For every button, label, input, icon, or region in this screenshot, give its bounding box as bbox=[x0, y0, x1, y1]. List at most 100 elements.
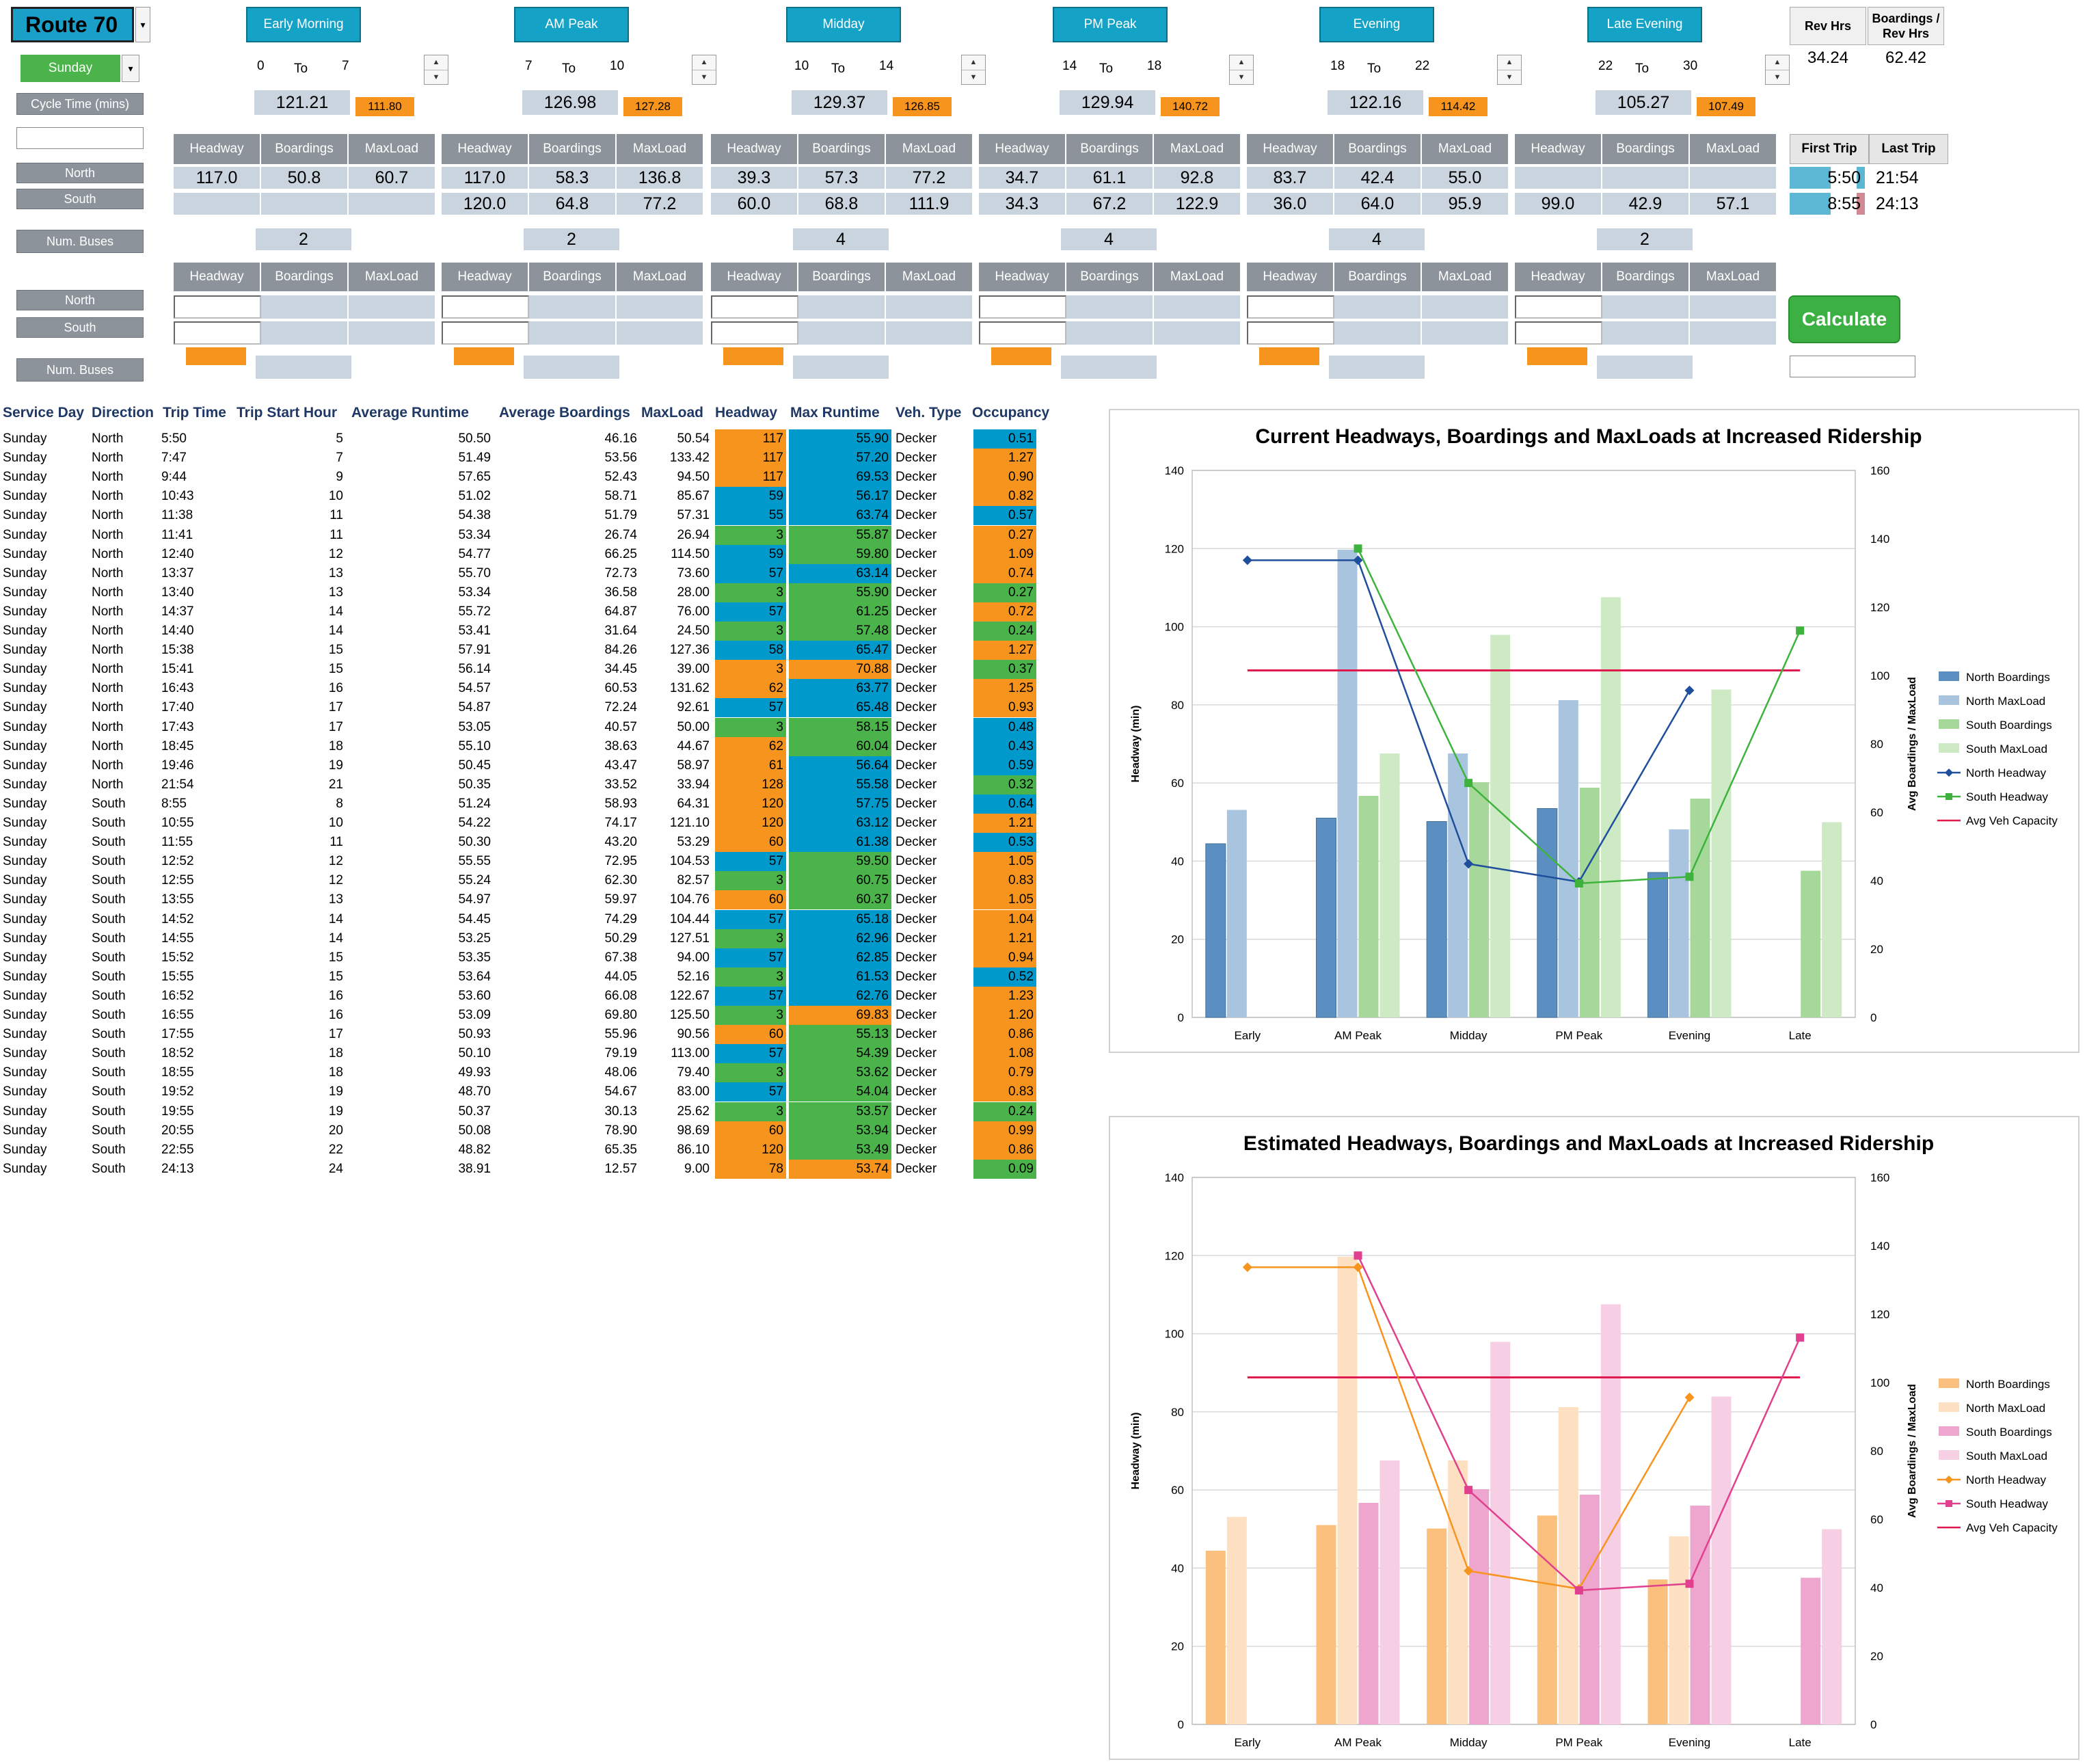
headway-line bbox=[1247, 1266, 1691, 1590]
period-header-0[interactable]: Early Morning bbox=[246, 7, 361, 42]
period-from-5[interactable]: 22 bbox=[1598, 59, 1613, 73]
table-cell: 3 bbox=[715, 967, 786, 987]
north-headway-input-5[interactable] bbox=[1515, 295, 1602, 319]
spin-up-icon[interactable]: ▲ bbox=[1230, 55, 1253, 70]
period-header-3[interactable]: PM Peak bbox=[1053, 7, 1168, 42]
table-cell: North bbox=[92, 546, 124, 561]
spin-down-icon[interactable]: ▼ bbox=[1773, 72, 1781, 81]
period-from-2[interactable]: 10 bbox=[794, 59, 809, 73]
spin-up-icon[interactable]: ▲ bbox=[692, 55, 716, 70]
north-headway-input-3[interactable] bbox=[979, 295, 1066, 319]
table-cell: 72.95 bbox=[604, 854, 637, 869]
table-cell: 15 bbox=[328, 950, 343, 965]
spin-up-icon[interactable]: ▲ bbox=[962, 55, 985, 70]
period-to-4[interactable]: 22 bbox=[1415, 59, 1430, 73]
period-header-1[interactable]: AM Peak bbox=[514, 7, 629, 42]
table-cell: 53.94 bbox=[789, 1121, 891, 1140]
table-cell: Decker bbox=[896, 969, 937, 984]
period-spinner-3[interactable]: ▲ ▼ bbox=[1229, 55, 1254, 85]
period-from-0[interactable]: 0 bbox=[257, 59, 265, 73]
period-spinner-0[interactable]: ▲ ▼ bbox=[424, 55, 448, 85]
period-header-4[interactable]: Evening bbox=[1319, 7, 1434, 42]
period-header-2[interactable]: Midday bbox=[786, 7, 901, 42]
table-cell: 0.48 bbox=[973, 717, 1036, 737]
table-cell: 12 bbox=[328, 546, 343, 561]
south-headway-input-1[interactable] bbox=[442, 321, 529, 345]
y-tick-label: 140 bbox=[1165, 1171, 1184, 1184]
table-cell: 52.16 bbox=[677, 969, 710, 984]
day-selector[interactable]: Sunday bbox=[21, 55, 120, 82]
spin-down-icon[interactable]: ▼ bbox=[700, 72, 708, 81]
table-cell: 54.39 bbox=[789, 1044, 891, 1064]
table-cell: 51.49 bbox=[458, 451, 491, 466]
south-headway-input-3[interactable] bbox=[979, 321, 1066, 345]
period-from-1[interactable]: 7 bbox=[525, 59, 533, 73]
table-cell: 83.00 bbox=[677, 1084, 710, 1099]
cycle-time-4: 122.16 bbox=[1328, 90, 1423, 115]
spin-up-icon[interactable]: ▲ bbox=[425, 55, 448, 70]
period-spinner-1[interactable]: ▲ ▼ bbox=[692, 55, 716, 85]
num-buses-est-4[interactable] bbox=[1329, 356, 1425, 379]
chart-bar bbox=[1579, 1495, 1600, 1724]
period-header-5[interactable]: Late Evening bbox=[1587, 7, 1702, 42]
table-cell: 57.91 bbox=[458, 643, 491, 658]
day-dropdown-arrow[interactable]: ▾ bbox=[122, 55, 139, 82]
num-buses-est-2[interactable] bbox=[793, 356, 889, 379]
calculate-output-box[interactable] bbox=[1790, 356, 1915, 377]
y-tick-label: 120 bbox=[1165, 1249, 1184, 1262]
table-cell: 78 bbox=[715, 1159, 786, 1179]
table-cell: 19 bbox=[328, 758, 343, 773]
table-cell: 63.74 bbox=[789, 506, 891, 526]
period-to-2[interactable]: 14 bbox=[879, 59, 894, 73]
table-header: Max Runtime bbox=[790, 405, 880, 421]
legend-swatch bbox=[1939, 743, 1959, 753]
period-spinner-2[interactable]: ▲ ▼ bbox=[961, 55, 986, 85]
num-buses-est-5[interactable] bbox=[1597, 356, 1693, 379]
spin-down-icon[interactable]: ▼ bbox=[1505, 72, 1513, 81]
table-row: Sunday South 12:55 12 55.24 62.30 82.57 3 60.75 D… bbox=[0, 871, 1039, 891]
period-from-4[interactable]: 18 bbox=[1330, 59, 1345, 73]
table-cell: North bbox=[92, 604, 124, 619]
north-headway-input-2[interactable] bbox=[711, 295, 798, 319]
north-headway-input-1[interactable] bbox=[442, 295, 529, 319]
north-headway-input-4[interactable] bbox=[1247, 295, 1334, 319]
table-cell: 1.27 bbox=[973, 641, 1036, 660]
period-spinner-4[interactable]: ▲ ▼ bbox=[1497, 55, 1522, 85]
table-cell: North bbox=[92, 777, 124, 792]
spin-up-icon[interactable]: ▲ bbox=[1498, 55, 1521, 70]
table-cell: 54.67 bbox=[604, 1084, 637, 1099]
north-headway-input-0[interactable] bbox=[174, 295, 261, 319]
south-headway-input-4[interactable] bbox=[1247, 321, 1334, 345]
spin-down-icon[interactable]: ▼ bbox=[1237, 72, 1246, 81]
table-cell: 19:52 bbox=[161, 1084, 194, 1099]
period-to-1[interactable]: 10 bbox=[610, 59, 625, 73]
spin-up-icon[interactable]: ▲ bbox=[1766, 55, 1789, 70]
table-cell: 14 bbox=[328, 911, 343, 926]
table-cell: 9 bbox=[336, 470, 343, 485]
chart-title: Current Headways, Boardings and MaxLoads… bbox=[1255, 425, 1922, 448]
calculate-button[interactable]: Calculate bbox=[1788, 295, 1900, 343]
period-to-0[interactable]: 7 bbox=[342, 59, 349, 73]
spin-down-icon[interactable]: ▼ bbox=[432, 72, 440, 81]
num-buses-est-0[interactable] bbox=[256, 356, 351, 379]
num-buses-est-3[interactable] bbox=[1061, 356, 1157, 379]
period-from-3[interactable]: 14 bbox=[1062, 59, 1077, 73]
table-header: Trip Time bbox=[163, 405, 226, 421]
table-cell: 74.29 bbox=[604, 911, 637, 926]
blank-input[interactable] bbox=[16, 127, 144, 149]
table-cell: 72.24 bbox=[604, 700, 637, 715]
spin-down-icon[interactable]: ▼ bbox=[969, 72, 978, 81]
period-to-5[interactable]: 30 bbox=[1683, 59, 1698, 73]
south-headway-input-2[interactable] bbox=[711, 321, 798, 345]
period-to-3[interactable]: 18 bbox=[1147, 59, 1162, 73]
table-cell: Sunday bbox=[3, 643, 47, 658]
south-headway-input-5[interactable] bbox=[1515, 321, 1602, 345]
period-spinner-5[interactable]: ▲ ▼ bbox=[1765, 55, 1790, 85]
legend-label: North MaxLoad bbox=[1966, 1402, 2045, 1415]
route-dropdown-arrow[interactable]: ▾ bbox=[135, 7, 150, 42]
num-buses-est-1[interactable] bbox=[524, 356, 619, 379]
table-cell: 33.94 bbox=[677, 777, 710, 792]
table-cell: 38.63 bbox=[604, 738, 637, 753]
south-headway-input-0[interactable] bbox=[174, 321, 261, 345]
route-selector[interactable]: Route 70 bbox=[11, 7, 134, 42]
